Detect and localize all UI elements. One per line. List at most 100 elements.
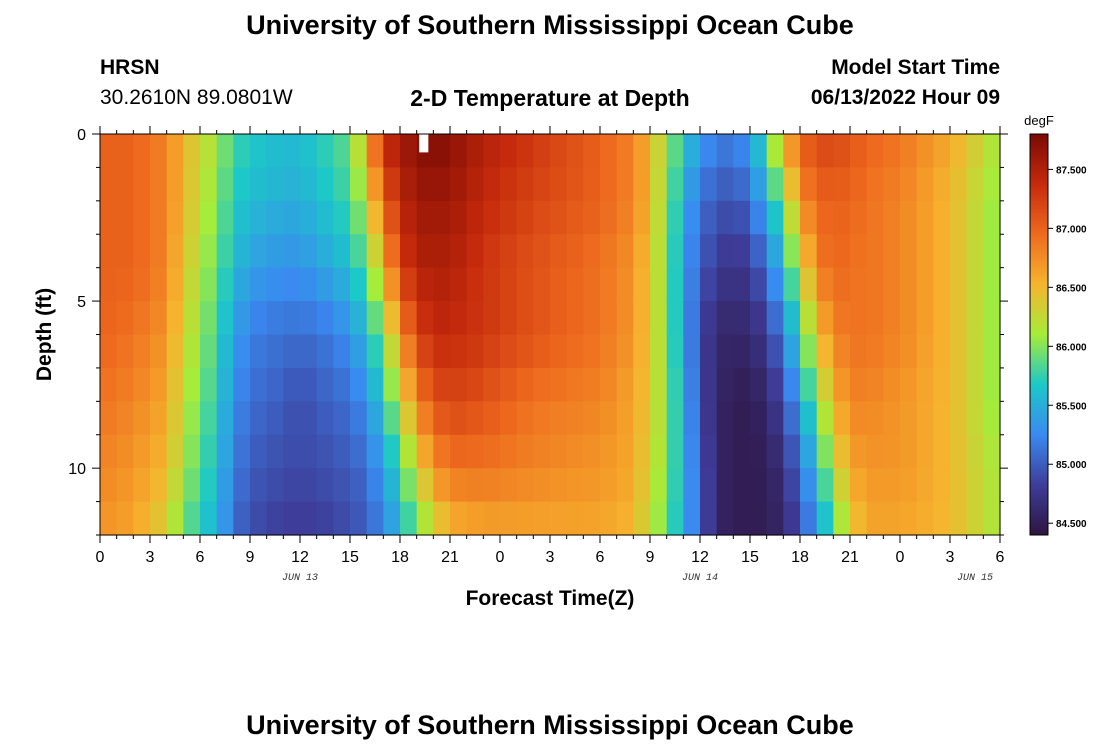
heatmap-cell [533,134,551,169]
heatmap-cell [616,301,634,336]
heatmap-cell [183,200,201,235]
heatmap-cell [516,134,534,169]
heatmap-cell [816,367,834,402]
heatmap-cell [683,434,701,469]
heatmap-cell [733,367,751,402]
heatmap-cell [183,401,201,436]
heatmap-cell [250,167,268,202]
heatmap-cell [883,301,901,336]
heatmap-cell [983,468,1001,503]
heatmap-cell [716,134,734,169]
heatmap-cell [383,167,401,202]
heatmap-cell [533,267,551,302]
heatmap-cell [983,367,1001,402]
heatmap-cell [383,334,401,369]
heatmap-cell [450,134,468,169]
heatmap-cell [400,401,418,436]
heatmap-cell [116,501,134,536]
x-tick-label: 12 [691,549,709,566]
heatmap-cell [600,200,618,235]
heatmap-cell [533,301,551,336]
x-tick-label: 18 [791,549,809,566]
heatmap-cell [400,134,418,169]
heatmap-cell [650,200,668,235]
heatmap-cell [416,200,434,235]
heatmap-cell [750,234,768,269]
heatmap-cell [716,401,734,436]
heatmap-cell [650,167,668,202]
heatmap-cell [600,234,618,269]
heatmap-cell [450,267,468,302]
heatmap-cell [816,401,834,436]
heatmap-cell [750,267,768,302]
heatmap-cell [766,367,784,402]
heatmap-cell [683,334,701,369]
heatmap-cell [900,501,918,536]
colorbar-tick-label: 86.000 [1056,342,1087,353]
heatmap-cell [283,134,301,169]
heatmap-cell [333,367,351,402]
heatmap-cell [850,167,868,202]
heatmap-cell [166,200,184,235]
heatmap-cell [983,301,1001,336]
heatmap-cell [833,434,851,469]
y-axis: 0 5 10 [68,127,1008,536]
heatmap-cell [233,200,251,235]
heatmap-cell [283,334,301,369]
heatmap-cell [883,267,901,302]
heatmap-cell [883,234,901,269]
heatmap-cell [433,501,451,536]
heatmap-cell [500,334,518,369]
heatmap-cell [733,434,751,469]
heatmap-cell [300,301,318,336]
heatmap-cell [233,134,251,169]
heatmap-cell [666,334,684,369]
heatmap-cell [600,468,618,503]
station-name: HRSN [100,56,160,79]
heatmap-cell [983,501,1001,536]
heatmap-cell [366,234,384,269]
heatmap-cell [716,200,734,235]
heatmap-cell [383,200,401,235]
heatmap-cell [116,234,134,269]
heatmap-cell [250,134,268,169]
heatmap-cell [833,367,851,402]
heatmap-cell [683,267,701,302]
heatmap-cell [250,434,268,469]
heatmap-cell [533,468,551,503]
heatmap-cell [233,334,251,369]
heatmap-cell [916,167,934,202]
heatmap-cell [266,401,284,436]
heatmap-cell [366,468,384,503]
heatmap-cell [366,501,384,536]
heatmap-cell [266,267,284,302]
heatmap-cell [766,301,784,336]
heatmap-cell [450,301,468,336]
heatmap-cell [300,468,318,503]
heatmap-cell [250,200,268,235]
heatmap-cell [950,234,968,269]
heatmap-cell [850,267,868,302]
heatmap-cell [966,401,984,436]
heatmap-cell [600,267,618,302]
heatmap-cell [533,167,551,202]
heatmap-cell [966,301,984,336]
heatmap-cell [116,401,134,436]
heatmap-cell [883,401,901,436]
heatmap-cell [683,367,701,402]
heatmap-cell [650,301,668,336]
heatmap-cell [900,367,918,402]
heatmap-cell [933,200,951,235]
heatmap-cell [800,167,818,202]
heatmap-cell [200,434,218,469]
heatmap-cell [300,200,318,235]
x-tick-label: 12 [291,549,309,566]
heatmap-cell [550,501,568,536]
heatmap-cell [150,301,168,336]
x-tick-label: 9 [646,549,655,566]
colorbar-tick-label: 85.500 [1056,401,1087,412]
main-title: University of Southern Mississippi Ocean… [246,10,854,40]
heatmap-cell [633,167,651,202]
heatmap-cell [650,468,668,503]
heatmap-cell [550,301,568,336]
